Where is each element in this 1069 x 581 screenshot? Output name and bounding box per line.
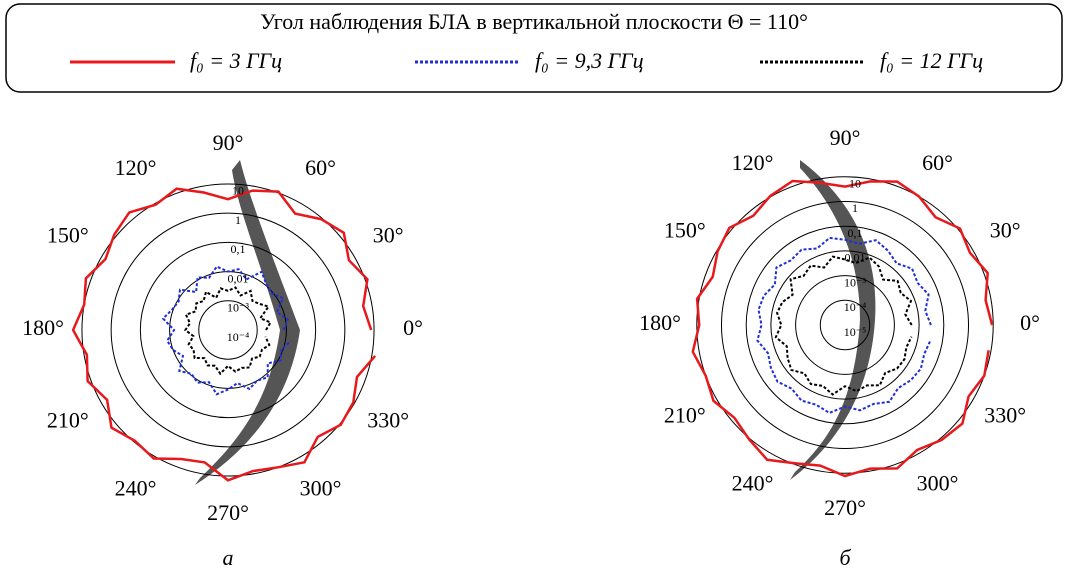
r-tick-label: 1 xyxy=(852,201,858,215)
r-tick-label: 0,01 xyxy=(228,271,249,285)
theta-tick-label: 180° xyxy=(22,315,64,340)
uav-silhouette xyxy=(790,160,875,480)
theta-tick-label: 270° xyxy=(824,495,866,520)
theta-tick-label: 300° xyxy=(300,475,342,500)
theta-tick-label: 0° xyxy=(1020,310,1040,335)
theta-tick-label: 60° xyxy=(922,150,953,175)
legend-label: f₀ = 3 ГГц xyxy=(190,48,282,73)
r-tick-label: 10 xyxy=(849,177,861,191)
theta-tick-label: 120° xyxy=(732,150,774,175)
theta-tick-label: 330° xyxy=(367,408,409,433)
r-tick-label: 1 xyxy=(235,213,241,227)
uav-silhouette xyxy=(195,160,300,485)
legend-label: f₀ = 9,3 ГГц xyxy=(535,48,644,73)
r-tick-label: 10⁻³ xyxy=(227,301,249,315)
r-tick-label: 10⁻⁵ xyxy=(844,325,867,339)
theta-tick-label: 330° xyxy=(984,403,1026,428)
theta-tick-label: 300° xyxy=(917,470,959,495)
r-tick-label: 10⁻⁴ xyxy=(844,300,867,314)
r-tick-label: 0,1 xyxy=(231,242,246,256)
chart: Угол наблюдения БЛА в вертикальной плоск… xyxy=(0,0,1069,576)
theta-tick-label: 210° xyxy=(664,403,706,428)
theta-tick-label: 180° xyxy=(639,310,681,335)
r-tick-label: 0,01 xyxy=(845,251,866,265)
theta-tick-label: 240° xyxy=(115,475,157,500)
theta-tick-label: 150° xyxy=(47,223,89,248)
theta-tick-label: 270° xyxy=(207,500,249,525)
theta-tick-label: 90° xyxy=(213,130,244,155)
r-tick-label: 0,1 xyxy=(848,226,863,240)
theta-tick-label: 0° xyxy=(403,315,423,340)
theta-tick-label: 120° xyxy=(115,155,157,180)
page: {"chart_data": [ {"type": "polar", "titl… xyxy=(0,0,1069,576)
caption: а xyxy=(223,545,234,570)
r-tick-label: 10⁻⁴ xyxy=(227,330,250,344)
theta-tick-label: 150° xyxy=(664,218,706,243)
theta-tick-label: 30° xyxy=(990,218,1021,243)
r-tick-label: 10⁻³ xyxy=(844,275,866,289)
caption: б xyxy=(839,545,851,570)
theta-tick-label: 30° xyxy=(373,223,404,248)
r-tick-label: 10 xyxy=(232,184,244,198)
chart-title: Угол наблюдения БЛА в вертикальной плоск… xyxy=(260,9,808,34)
series-line xyxy=(73,189,375,481)
theta-tick-label: 60° xyxy=(305,155,336,180)
legend-label: f₀ = 12 ГГц xyxy=(880,48,983,73)
theta-tick-label: 210° xyxy=(47,408,89,433)
theta-tick-label: 240° xyxy=(732,470,774,495)
theta-tick-label: 90° xyxy=(830,125,861,150)
